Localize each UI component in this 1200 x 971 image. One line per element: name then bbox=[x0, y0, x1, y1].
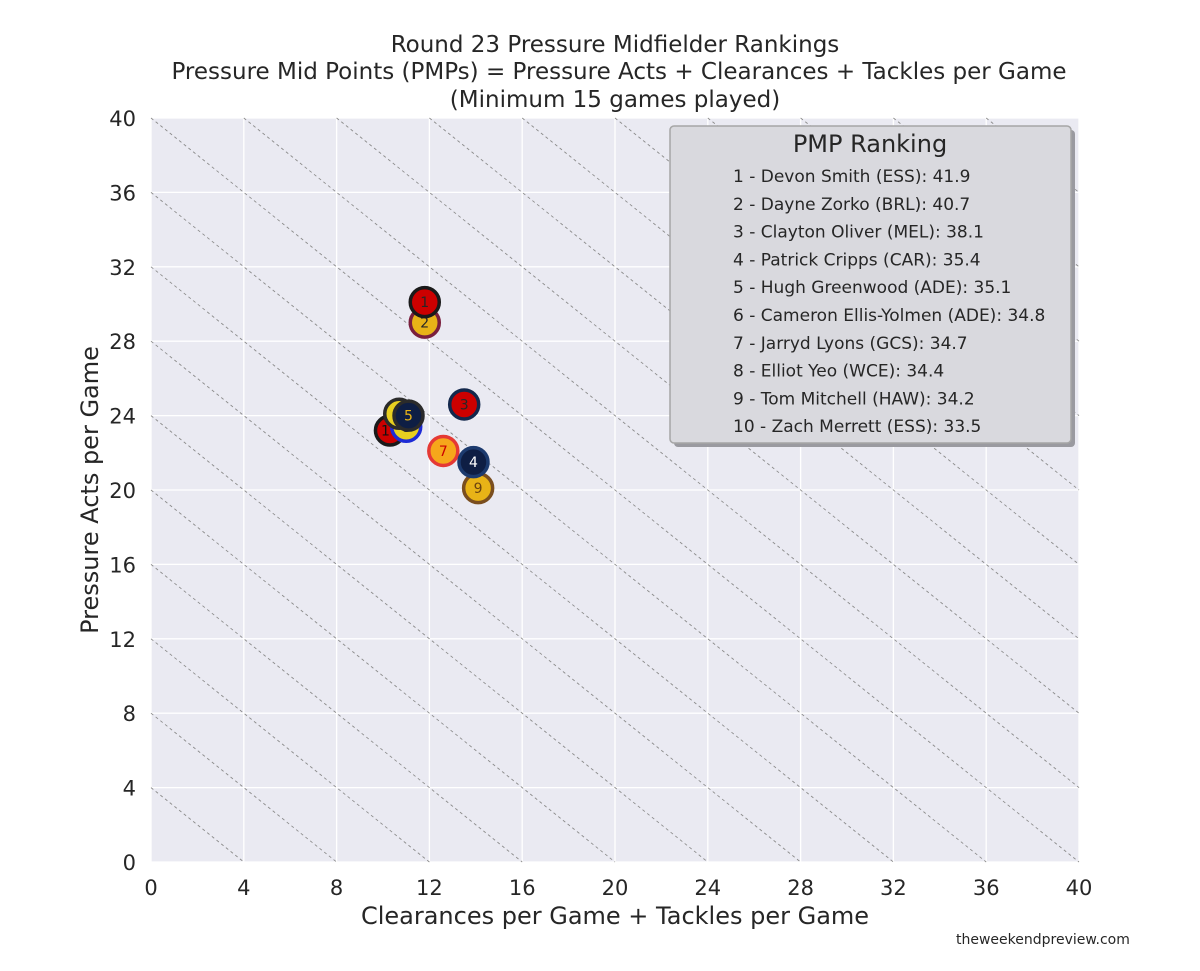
x-tick-label: 36 bbox=[973, 876, 1000, 900]
pmp-isoline bbox=[150, 192, 987, 863]
x-axis-ticks: 0 4 8 12 16 20 24 28 32 36 40 bbox=[144, 876, 1092, 900]
marker-rank-label: 9 bbox=[474, 481, 483, 497]
x-tick-label: 24 bbox=[694, 876, 721, 900]
player-marker-1: 1 bbox=[408, 285, 442, 319]
pmp-isoline bbox=[150, 787, 245, 863]
legend-entry: 9 - Tom Mitchell (HAW): 34.2 bbox=[733, 389, 975, 409]
legend: PMP Ranking 1 - Devon Smith (ESS): 41.9 2… bbox=[669, 125, 1075, 447]
y-tick-label: 40 bbox=[109, 107, 136, 131]
y-tick-label: 20 bbox=[109, 479, 136, 503]
pmp-isoline bbox=[150, 340, 801, 863]
x-tick-label: 12 bbox=[416, 876, 443, 900]
legend-entry: 5 - Hugh Greenwood (ADE): 35.1 bbox=[733, 278, 1011, 298]
marker-circle bbox=[447, 388, 481, 421]
pmp-isoline bbox=[243, 117, 1080, 788]
y-tick-label: 0 bbox=[123, 851, 136, 875]
y-tick-label: 4 bbox=[123, 777, 136, 801]
player-marker-4: 4 bbox=[457, 445, 490, 479]
y-tick-label: 8 bbox=[123, 702, 136, 726]
marker-circle bbox=[408, 285, 442, 319]
marker-rank-label: 7 bbox=[439, 444, 448, 460]
marker-rank-label: 2 bbox=[420, 316, 429, 332]
x-tick-label: 40 bbox=[1066, 876, 1093, 900]
legend-entry: 7 - Jarryd Lyons (GCS): 34.7 bbox=[733, 334, 968, 354]
y-tick-label: 16 bbox=[109, 553, 136, 577]
legend-entry: 8 - Elliot Yeo (WCE): 34.4 bbox=[733, 362, 944, 382]
player-marker-9: 9 bbox=[461, 471, 495, 505]
pmp-isoline bbox=[150, 564, 523, 863]
x-tick-label: 16 bbox=[509, 876, 536, 900]
pmp-isoline bbox=[150, 415, 709, 863]
marker-rank-label: 3 bbox=[460, 397, 469, 413]
legend-entry: 2 - Dayne Zorko (BRL): 40.7 bbox=[733, 195, 970, 215]
marker-rank-label: 5 bbox=[404, 409, 413, 425]
legend-entry: 6 - Cameron Ellis-Yolmen (ADE): 34.8 bbox=[733, 306, 1045, 326]
legend-box bbox=[669, 125, 1072, 444]
x-tick-label: 8 bbox=[330, 876, 343, 900]
marker-circle bbox=[427, 434, 460, 468]
y-tick-label: 12 bbox=[109, 628, 136, 652]
legend-entries: 1 - Devon Smith (ESS): 41.9 2 - Dayne Zor… bbox=[733, 167, 1045, 437]
y-tick-label: 36 bbox=[109, 181, 136, 205]
y-tick-label: 24 bbox=[109, 405, 136, 429]
legend-entry: 4 - Patrick Cripps (CAR): 35.4 bbox=[733, 250, 981, 270]
marker-rank-label: 4 bbox=[469, 455, 478, 471]
legend-entry: 1 - Devon Smith (ESS): 41.9 bbox=[733, 167, 970, 187]
y-tick-label: 32 bbox=[109, 256, 136, 280]
y-axis-label: Pressure Acts per Game bbox=[76, 346, 104, 634]
player-marker-5: 5 bbox=[392, 399, 425, 432]
y-axis-ticks: 0 4 8 12 16 20 24 28 32 36 40 bbox=[109, 107, 136, 875]
source-credit: theweekendpreview.com bbox=[956, 932, 1130, 948]
chart-title-line-3: (Minimum 15 games played) bbox=[450, 87, 780, 113]
x-axis-label: Clearances per Game + Tackles per Game bbox=[361, 902, 869, 930]
x-tick-label: 32 bbox=[880, 876, 907, 900]
pmp-isoline bbox=[150, 117, 1080, 863]
pmp-isoline bbox=[150, 266, 894, 863]
y-tick-label: 28 bbox=[109, 330, 136, 354]
chart-title: Round 23 Pressure Midfielder Rankings Pr… bbox=[171, 32, 1066, 113]
chart-title-line-1: Round 23 Pressure Midfielder Rankings bbox=[391, 32, 840, 58]
marker-circle bbox=[457, 445, 490, 479]
player-markers: 10987654321 bbox=[373, 285, 495, 505]
marker-circle bbox=[392, 399, 425, 432]
x-tick-label: 0 bbox=[144, 876, 157, 900]
x-tick-label: 4 bbox=[237, 876, 250, 900]
marker-rank-label: 1 bbox=[420, 295, 429, 311]
pmp-isoline bbox=[150, 712, 337, 863]
x-tick-label: 20 bbox=[602, 876, 629, 900]
player-marker-7: 7 bbox=[427, 434, 460, 468]
legend-entry: 3 - Clayton Oliver (MEL): 38.1 bbox=[733, 223, 984, 243]
player-marker-3: 3 bbox=[447, 388, 481, 421]
legend-entry: 10 - Zach Merrett (ESS): 33.5 bbox=[733, 417, 981, 437]
x-tick-label: 28 bbox=[787, 876, 814, 900]
legend-title: PMP Ranking bbox=[793, 130, 947, 158]
chart-title-line-2: Pressure Mid Points (PMPs) = Pressure Ac… bbox=[171, 59, 1066, 85]
